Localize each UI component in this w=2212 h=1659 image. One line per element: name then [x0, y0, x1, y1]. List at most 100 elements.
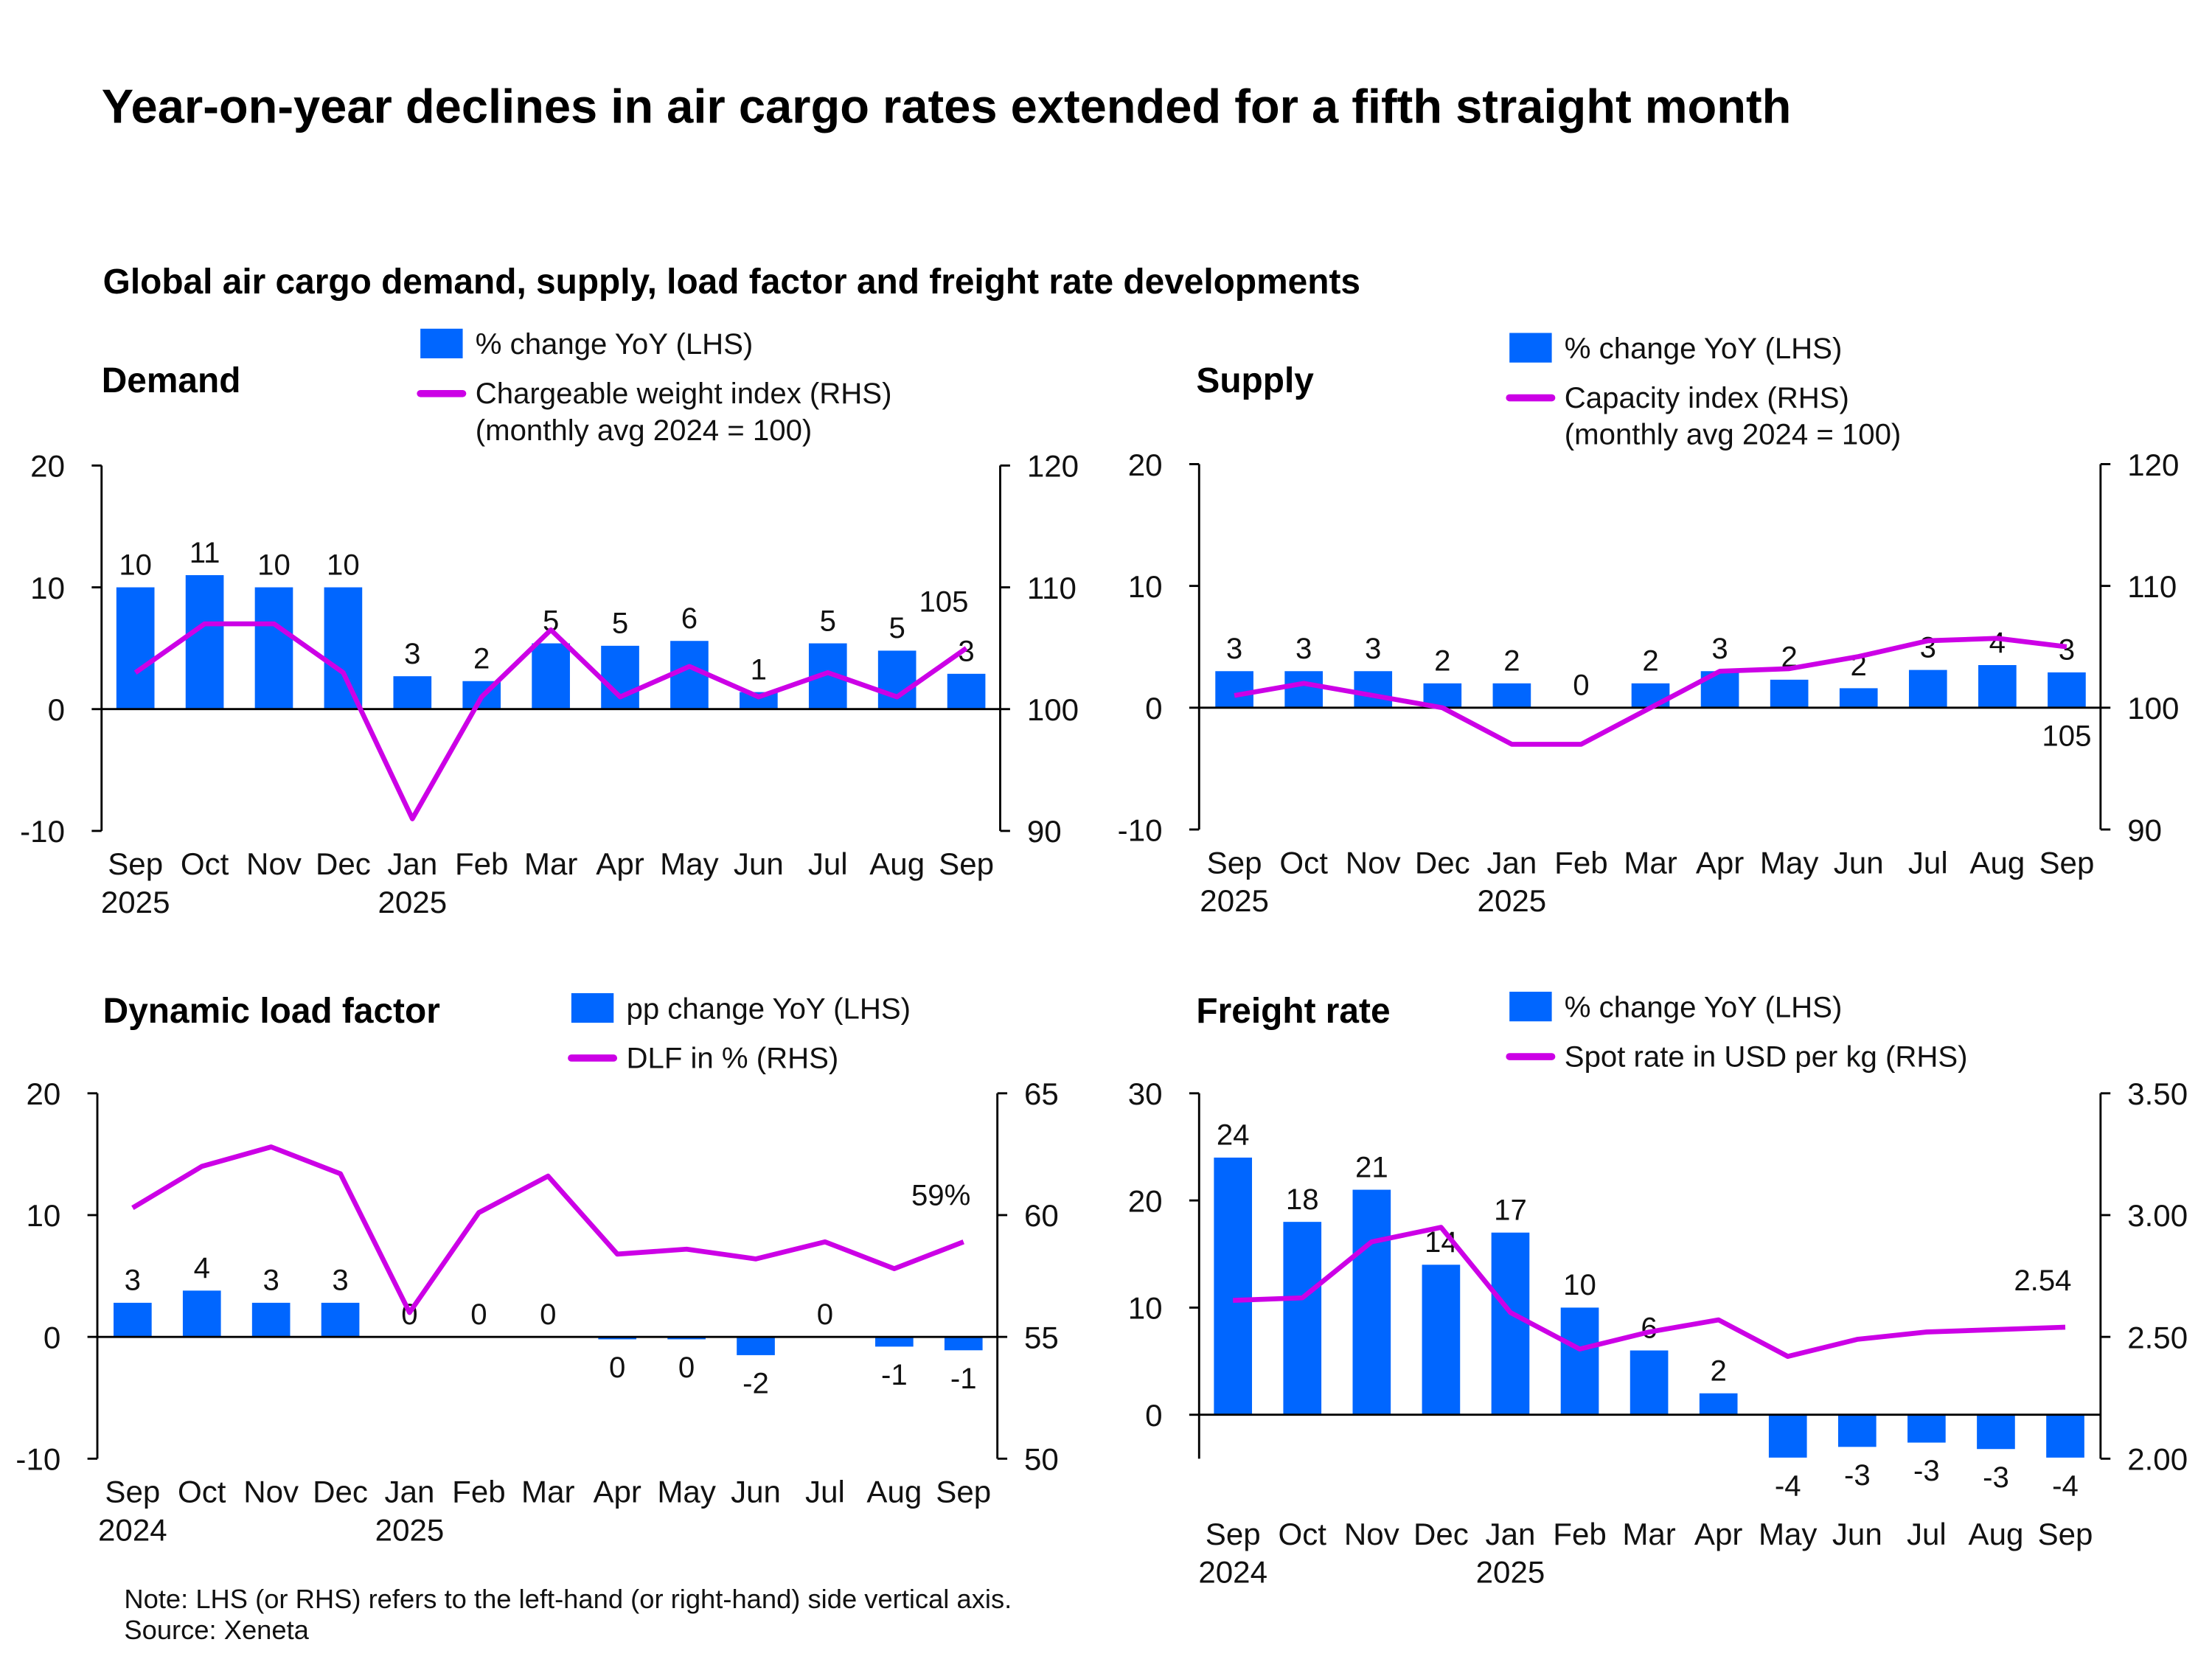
x-tick-label: Oct	[178, 1475, 226, 1509]
bar-data-label: 2	[1711, 1354, 1727, 1387]
left-tick-label: 20	[1128, 1183, 1163, 1218]
bar	[598, 1337, 637, 1340]
bar	[393, 676, 432, 709]
bar-data-label: -3	[1913, 1454, 1940, 1487]
x-tick-label: Jun	[1834, 845, 1884, 880]
x-tick-label: Nov	[243, 1475, 299, 1509]
right-tick-label: 110	[1027, 571, 1077, 605]
x-tick-label: Apr	[596, 846, 644, 881]
bar-data-label: -3	[1983, 1461, 2009, 1494]
chart-title: Year-on-year declines in air cargo rates…	[102, 79, 1792, 133]
legend-bar-label: pp change YoY (LHS)	[626, 992, 911, 1025]
bar-data-label: 3	[1920, 630, 1936, 664]
right-tick-label: 120	[2127, 448, 2179, 482]
bar	[1422, 1265, 1461, 1415]
x-tick-label: Jun	[734, 846, 784, 881]
bar-data-label: 11	[189, 536, 220, 569]
legend-bar-swatch	[420, 328, 463, 358]
bar	[670, 641, 709, 709]
x-tick-label: Jul	[805, 1475, 845, 1509]
bar	[1354, 671, 1393, 708]
x-tick-label: Aug	[866, 1475, 922, 1509]
left-tick-label: 0	[48, 692, 65, 727]
x-tick-label: Feb	[452, 1475, 506, 1509]
bar	[1837, 1414, 1877, 1447]
left-tick-label: -10	[20, 814, 65, 849]
bar	[532, 643, 570, 709]
bar-data-label: 0	[540, 1298, 556, 1331]
line-end-label: 59%	[911, 1179, 970, 1212]
right-tick-label: 2.50	[2127, 1320, 2188, 1354]
right-tick-label: 50	[1024, 1442, 1059, 1477]
bar-data-label: 4	[194, 1251, 210, 1284]
x-tick-label: Sep	[105, 1475, 160, 1509]
bar	[251, 1302, 291, 1338]
x-tick-label: Feb	[1554, 845, 1608, 880]
line-end-label: 2.54	[2014, 1264, 2071, 1297]
bar-data-label: -2	[742, 1367, 769, 1400]
bar	[1491, 1232, 1530, 1415]
panel-title: Freight rate	[1196, 992, 1390, 1031]
x-tick-label: Feb	[1553, 1517, 1607, 1551]
x-tick-label: Feb	[455, 846, 509, 881]
chart-subtitle: Global air cargo demand, supply, load fa…	[103, 262, 1360, 302]
bar-data-label: -1	[950, 1362, 977, 1395]
bar-data-label: -1	[881, 1358, 908, 1391]
legend-bar-swatch	[1509, 333, 1552, 363]
x-tick-label: Jul	[1907, 1517, 1947, 1551]
legend-line-label: (monthly avg 2024 = 100)	[476, 414, 813, 447]
left-tick-label: 0	[1145, 691, 1162, 726]
bar	[321, 1302, 360, 1338]
bar	[1978, 665, 2017, 708]
x-tick-label: Jan	[1486, 845, 1537, 880]
bar	[1768, 1414, 1807, 1458]
legend-bar-swatch	[1509, 992, 1552, 1022]
x-year-label: 2025	[1200, 883, 1269, 918]
bar	[944, 1337, 983, 1351]
right-tick-label: 100	[1027, 692, 1079, 727]
bar-data-label: 3	[1226, 632, 1242, 665]
bar-data-label: 17	[1494, 1193, 1527, 1226]
x-tick-label: Oct	[181, 846, 229, 881]
bar	[601, 645, 639, 709]
x-tick-label: Sep	[1206, 1517, 1261, 1551]
left-tick-label: 30	[1128, 1077, 1163, 1111]
bar-data-label: 5	[612, 607, 628, 640]
panel-title: Dynamic load factor	[103, 992, 440, 1031]
bar	[1630, 1350, 1669, 1415]
bar	[182, 1290, 221, 1338]
bar-data-label: 2	[1781, 641, 1797, 674]
panel-demand: Demand % change YoY (LHS) Chargeable weigh…	[20, 327, 1079, 919]
bar	[1770, 679, 1809, 708]
bar-data-label: 5	[820, 604, 836, 637]
left-tick-label: 20	[30, 449, 65, 484]
x-tick-label: Jul	[1908, 845, 1948, 880]
x-year-label: 2025	[101, 885, 170, 919]
bar	[1907, 1414, 1946, 1443]
x-tick-label: Mar	[1624, 845, 1677, 880]
bar	[1908, 669, 1947, 708]
x-year-label: 2024	[1198, 1555, 1267, 1590]
bar-data-label: 0	[1573, 669, 1589, 702]
bar-data-label: 3	[1365, 632, 1381, 665]
panel-dynamic-load-factor: Dynamic load factor pp change YoY (LHS) DL…	[15, 992, 1058, 1547]
bar	[1839, 688, 1878, 708]
left-tick-label: 10	[1128, 1291, 1163, 1326]
bar	[2046, 1414, 2084, 1458]
left-tick-label: 20	[1128, 448, 1163, 482]
left-tick-label: 0	[44, 1320, 60, 1354]
bar	[877, 650, 917, 709]
footnote: Note: LHS (or RHS) refers to the left-ha…	[124, 1584, 1012, 1614]
x-tick-label: May	[657, 1475, 716, 1509]
bar-data-label: 3	[125, 1264, 141, 1297]
left-tick-label: 0	[1145, 1398, 1162, 1433]
bar-data-label: 10	[119, 548, 152, 581]
panels: Demand % change YoY (LHS) Chargeable weigh…	[15, 327, 2188, 1589]
panel-supply: Supply % change YoY (LHS) Capacity index (…	[1118, 332, 2180, 918]
x-year-label: 2025	[378, 885, 448, 919]
bar-data-label: 2	[1434, 644, 1450, 678]
bar	[1699, 1393, 1738, 1415]
legend-line-label: Spot rate in USD per kg (RHS)	[1565, 1040, 1968, 1073]
legend-line-label: (monthly avg 2024 = 100)	[1565, 418, 1902, 451]
bar	[740, 692, 778, 709]
